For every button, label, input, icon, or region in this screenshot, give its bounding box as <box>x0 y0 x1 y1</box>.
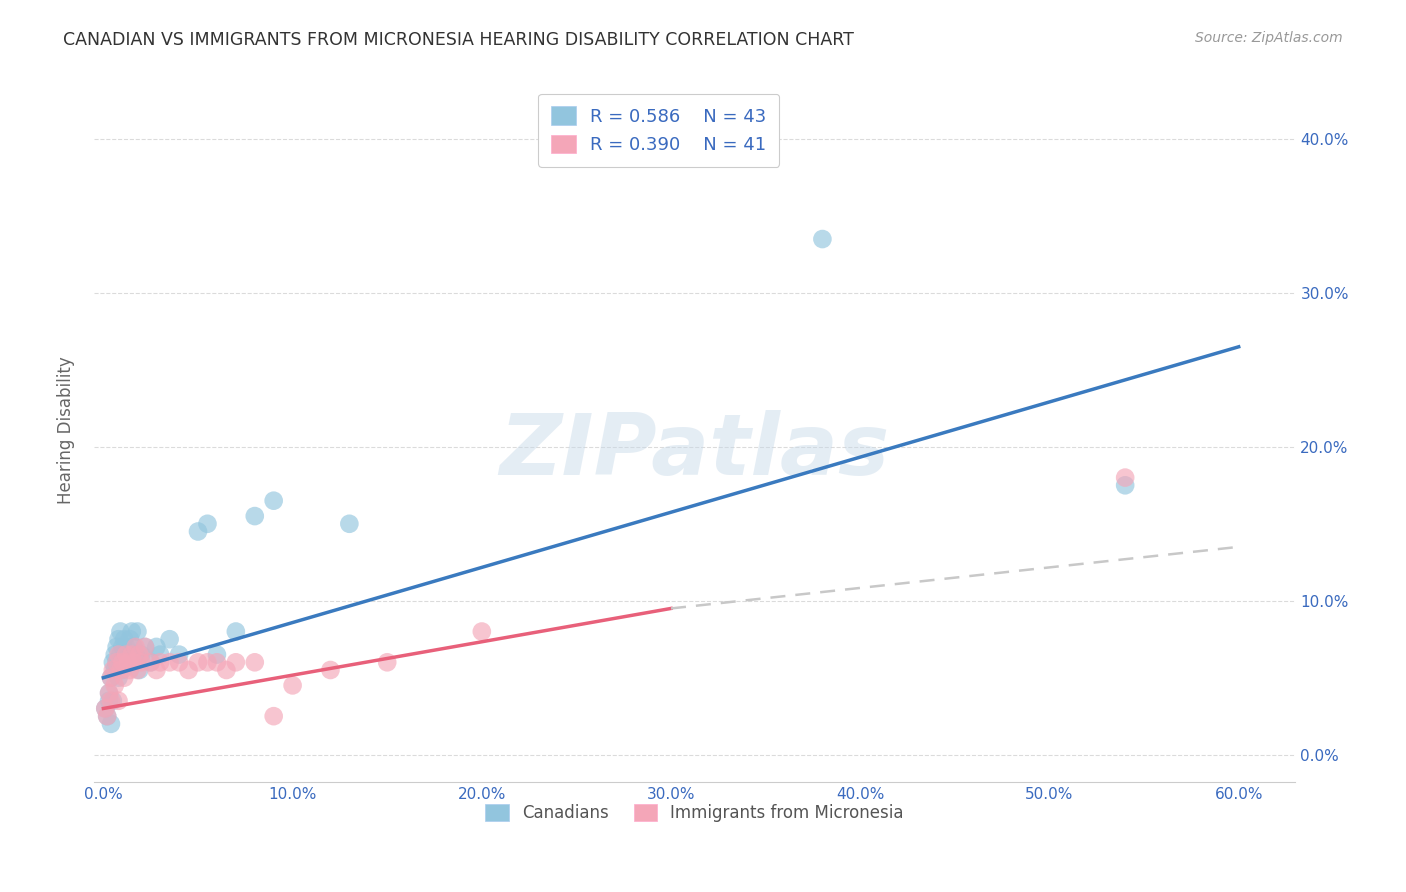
Point <box>337 516 360 531</box>
Point <box>110 648 132 662</box>
Point <box>471 624 494 639</box>
Point <box>215 663 238 677</box>
Point <box>104 678 127 692</box>
Point <box>94 701 117 715</box>
Point <box>107 671 129 685</box>
Point <box>101 655 124 669</box>
Point <box>117 655 139 669</box>
Point <box>110 663 132 677</box>
Point <box>205 655 228 669</box>
Point <box>100 694 122 708</box>
Point <box>115 640 138 654</box>
Point <box>115 648 138 662</box>
Point <box>122 640 145 654</box>
Point <box>101 663 124 677</box>
Point <box>139 655 162 669</box>
Point <box>105 640 128 654</box>
Point <box>243 655 266 669</box>
Point <box>187 524 209 539</box>
Point <box>104 648 127 662</box>
Point <box>134 640 156 654</box>
Point <box>225 624 247 639</box>
Point <box>98 686 121 700</box>
Point <box>127 624 149 639</box>
Point <box>281 678 304 692</box>
Point <box>124 648 146 662</box>
Point <box>149 655 172 669</box>
Point <box>177 663 200 677</box>
Point <box>127 663 149 677</box>
Point <box>105 655 128 669</box>
Point <box>319 663 342 677</box>
Point <box>129 655 152 669</box>
Point <box>149 648 172 662</box>
Point <box>104 663 127 677</box>
Point <box>145 663 167 677</box>
Point <box>205 648 228 662</box>
Point <box>197 655 219 669</box>
Point <box>121 624 143 639</box>
Point <box>122 655 145 669</box>
Point <box>225 655 247 669</box>
Text: ZIPatlas: ZIPatlas <box>499 409 890 492</box>
Point <box>110 624 132 639</box>
Point <box>1114 478 1136 492</box>
Point <box>111 655 134 669</box>
Point <box>187 655 209 669</box>
Point <box>145 640 167 654</box>
Y-axis label: Hearing Disability: Hearing Disability <box>58 356 75 504</box>
Text: Source: ZipAtlas.com: Source: ZipAtlas.com <box>1195 31 1343 45</box>
Point <box>112 671 135 685</box>
Point <box>111 640 134 654</box>
Point <box>167 648 190 662</box>
Point <box>98 686 121 700</box>
Point <box>100 671 122 685</box>
Point <box>375 655 398 669</box>
Point <box>107 648 129 662</box>
Point <box>96 709 118 723</box>
Point <box>159 632 181 647</box>
Point <box>263 493 285 508</box>
Point <box>124 640 146 654</box>
Point <box>107 632 129 647</box>
Point <box>128 648 150 662</box>
Point <box>96 709 118 723</box>
Point <box>129 648 152 662</box>
Point <box>243 509 266 524</box>
Point <box>811 232 834 246</box>
Legend: Canadians, Immigrants from Micronesia: Canadians, Immigrants from Micronesia <box>474 792 915 834</box>
Point <box>139 655 162 669</box>
Point <box>1114 470 1136 484</box>
Point <box>94 701 117 715</box>
Point <box>134 640 156 654</box>
Point <box>101 694 124 708</box>
Text: CANADIAN VS IMMIGRANTS FROM MICRONESIA HEARING DISABILITY CORRELATION CHART: CANADIAN VS IMMIGRANTS FROM MICRONESIA H… <box>63 31 855 49</box>
Point <box>112 632 135 647</box>
Point <box>100 671 122 685</box>
Point <box>121 648 143 662</box>
Point <box>128 663 150 677</box>
Point <box>107 694 129 708</box>
Point <box>105 655 128 669</box>
Point <box>159 655 181 669</box>
Point <box>118 632 141 647</box>
Point <box>167 655 190 669</box>
Point <box>118 663 141 677</box>
Point <box>263 709 285 723</box>
Point <box>197 516 219 531</box>
Point <box>111 663 134 677</box>
Point <box>98 694 121 708</box>
Point <box>100 717 122 731</box>
Point <box>117 648 139 662</box>
